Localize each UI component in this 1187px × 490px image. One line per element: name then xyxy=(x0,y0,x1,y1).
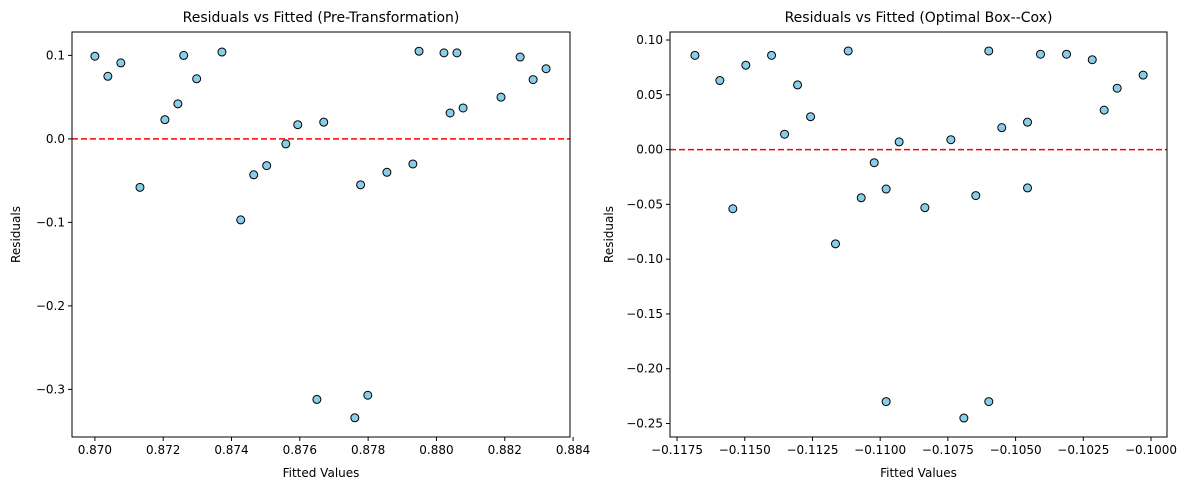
point xyxy=(1138,70,1148,80)
point xyxy=(192,74,202,84)
x-tick-label: −0.1100 xyxy=(854,443,906,457)
plot-frame xyxy=(669,31,1168,438)
point xyxy=(350,413,360,423)
point xyxy=(382,167,392,177)
point xyxy=(217,47,227,57)
x-tick-label: 0.884 xyxy=(556,443,590,457)
point xyxy=(312,394,322,404)
point xyxy=(881,184,891,194)
point xyxy=(439,48,449,58)
point xyxy=(179,50,189,60)
point xyxy=(262,161,272,171)
point xyxy=(690,50,700,60)
chart-title: Residuals vs Fitted (Optimal Box--Cox) xyxy=(785,10,1053,26)
point xyxy=(881,397,891,407)
y-tick-label: 0.00 xyxy=(636,143,663,157)
point xyxy=(971,191,981,201)
point xyxy=(728,204,738,214)
chart-title: Residuals vs Fitted (Pre-Transformation) xyxy=(183,10,460,26)
point xyxy=(843,46,853,56)
point xyxy=(1036,49,1046,59)
point xyxy=(414,46,424,56)
point xyxy=(249,170,259,180)
x-tick-label: −0.1000 xyxy=(1125,443,1177,457)
x-tick-label: 0.870 xyxy=(78,443,112,457)
x-tick-label: −0.1050 xyxy=(990,443,1042,457)
point xyxy=(356,180,366,190)
point xyxy=(741,60,751,70)
x-tick-label: −0.1025 xyxy=(1057,443,1109,457)
point xyxy=(515,52,525,62)
y-axis-label: Residuals xyxy=(9,206,23,263)
point xyxy=(135,182,145,192)
x-tick-label: −0.1075 xyxy=(922,443,974,457)
point xyxy=(408,159,418,169)
point xyxy=(1023,183,1033,193)
point xyxy=(793,80,803,90)
point xyxy=(116,58,126,68)
x-axis-label: Fitted Values xyxy=(880,466,957,480)
point xyxy=(780,129,790,139)
point xyxy=(363,390,373,400)
point xyxy=(984,397,994,407)
x-tick-label: 0.878 xyxy=(351,443,385,457)
x-tick-label: 0.882 xyxy=(488,443,522,457)
x-tick-label: −0.1150 xyxy=(719,443,771,457)
point xyxy=(293,120,303,130)
point xyxy=(160,115,170,125)
point xyxy=(715,76,725,86)
point xyxy=(1099,105,1109,115)
y-tick-label: 0.0 xyxy=(46,132,65,146)
point xyxy=(173,99,183,109)
x-tick-label: 0.880 xyxy=(419,443,453,457)
point xyxy=(452,48,462,58)
point xyxy=(856,193,866,203)
point xyxy=(869,158,879,168)
y-tick-label: −0.05 xyxy=(626,197,663,211)
point xyxy=(90,51,100,61)
y-tick-label: −0.2 xyxy=(36,299,65,313)
point xyxy=(767,50,777,60)
point xyxy=(959,413,969,423)
x-tick-label: −0.1125 xyxy=(786,443,838,457)
point xyxy=(319,117,329,127)
y-tick-label: −0.25 xyxy=(626,417,663,431)
y-axis-label: Residuals xyxy=(602,206,616,263)
point xyxy=(236,215,246,225)
y-tick-label: −0.20 xyxy=(626,362,663,376)
y-tick-label: 0.1 xyxy=(46,48,65,62)
point xyxy=(984,46,994,56)
point xyxy=(496,92,506,102)
y-tick-label: −0.3 xyxy=(36,382,65,396)
point xyxy=(894,137,904,147)
y-tick-label: −0.10 xyxy=(626,252,663,266)
point xyxy=(541,64,551,74)
y-tick-label: −0.1 xyxy=(36,215,65,229)
point xyxy=(281,139,291,149)
y-tick-label: −0.15 xyxy=(626,307,663,321)
point xyxy=(946,135,956,145)
x-axis-label: Fitted Values xyxy=(283,466,360,480)
point xyxy=(806,112,816,122)
x-tick-label: 0.872 xyxy=(146,443,180,457)
point xyxy=(1023,117,1033,127)
plot-frame xyxy=(71,31,571,438)
point xyxy=(458,103,468,113)
x-tick-label: −0.1175 xyxy=(651,443,703,457)
point xyxy=(1087,55,1097,65)
point xyxy=(1112,83,1122,93)
point xyxy=(1062,49,1072,59)
point xyxy=(445,108,455,118)
point xyxy=(528,75,538,85)
point xyxy=(103,71,113,81)
y-tick-label: 0.05 xyxy=(636,88,663,102)
x-tick-label: 0.874 xyxy=(214,443,248,457)
y-tick-label: 0.10 xyxy=(636,33,663,47)
point xyxy=(920,203,930,213)
point xyxy=(997,123,1007,133)
point xyxy=(830,239,840,249)
x-tick-label: 0.876 xyxy=(283,443,317,457)
